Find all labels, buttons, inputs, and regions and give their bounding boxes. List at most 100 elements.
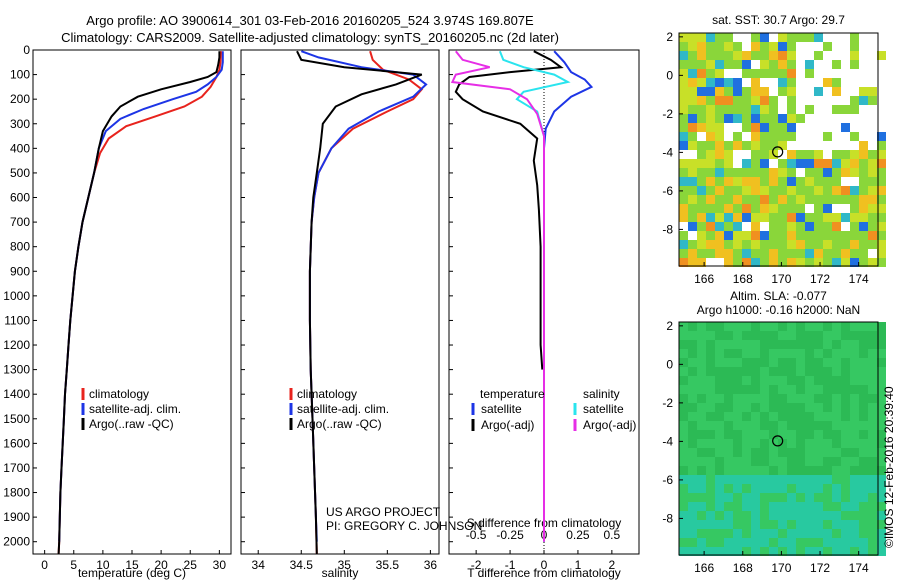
- map-cell: [760, 105, 769, 114]
- map-cell: [733, 529, 742, 538]
- map-cell: [715, 385, 724, 394]
- map-cell: [742, 159, 751, 168]
- map-cell: [715, 511, 724, 520]
- map-cell: [724, 33, 733, 42]
- map-cell: [805, 520, 814, 529]
- map-cell: [796, 186, 805, 195]
- map-cell: [814, 177, 823, 186]
- map-cell: [706, 430, 715, 439]
- map-cell: [724, 376, 733, 385]
- x-axis-label: T difference from climatology: [467, 566, 621, 580]
- map-cell: [787, 385, 796, 394]
- map-cell: [679, 78, 688, 87]
- map-cell: [715, 87, 724, 96]
- map-cell: [751, 222, 760, 231]
- map-cell: [832, 159, 841, 168]
- map-cell: [769, 466, 778, 475]
- map-cell: [877, 213, 886, 222]
- map-cell: [796, 502, 805, 511]
- map-cell: [769, 448, 778, 457]
- map-cell: [733, 249, 742, 258]
- map-cell: [679, 96, 688, 105]
- map-cell: [697, 493, 706, 502]
- y-tick-label: -2: [662, 107, 673, 121]
- map-cell: [742, 349, 751, 358]
- map-cell: [832, 367, 841, 376]
- map-cell: [868, 493, 877, 502]
- map-cell: [760, 421, 769, 430]
- map-cell: [814, 258, 823, 267]
- map-cell: [805, 385, 814, 394]
- legend-label: climatology: [89, 387, 149, 401]
- map-cell: [724, 240, 733, 249]
- map-cell: [832, 105, 841, 114]
- map-cell: [814, 466, 823, 475]
- map-cell: [850, 96, 859, 105]
- map-cell: [805, 529, 814, 538]
- map-cell: [760, 42, 769, 51]
- map-cell: [850, 358, 859, 367]
- argo-position-marker: [772, 146, 784, 158]
- map-cell: [715, 466, 724, 475]
- map-cell: [706, 42, 715, 51]
- map-cell: [814, 394, 823, 403]
- map-cell: [715, 484, 724, 493]
- map-cell: [688, 403, 697, 412]
- map-cell: [706, 132, 715, 141]
- map-cell: [751, 132, 760, 141]
- map-cell: [850, 159, 859, 168]
- map-cell: [850, 529, 859, 538]
- map-cell: [742, 421, 751, 430]
- map-cell: [787, 538, 796, 547]
- map-cell: [787, 69, 796, 78]
- map-cell: [823, 367, 832, 376]
- map-cell: [751, 403, 760, 412]
- map-cell: [679, 376, 688, 385]
- map-cell: [715, 520, 724, 529]
- legend-label: satellite: [583, 402, 624, 416]
- map-cell: [841, 231, 850, 240]
- map-cell: [832, 258, 841, 267]
- map-cell: [859, 168, 868, 177]
- map-cell: [742, 186, 751, 195]
- map-cell: [733, 367, 742, 376]
- map-cell: [760, 340, 769, 349]
- map-cell: [850, 520, 859, 529]
- map-cell: [688, 204, 697, 213]
- map-cell: [724, 78, 733, 87]
- map-cell: [742, 322, 751, 331]
- map-cell: [715, 376, 724, 385]
- y-tick-label: 0: [23, 43, 30, 57]
- x-tick-label: 0: [541, 558, 548, 572]
- map-cell: [724, 322, 733, 331]
- map-cell: [868, 430, 877, 439]
- map-cell: [841, 376, 850, 385]
- map-cell: [697, 33, 706, 42]
- map-cell: [724, 105, 733, 114]
- map-cell: [859, 358, 868, 367]
- map-cell: [841, 340, 850, 349]
- map-cell: [760, 457, 769, 466]
- map-cell: [823, 204, 832, 213]
- map-title: sat. SST: 30.7 Argo: 29.7: [712, 13, 845, 27]
- map-cell: [733, 457, 742, 466]
- map-cell: [787, 394, 796, 403]
- map-cell: [841, 367, 850, 376]
- map-cell: [742, 385, 751, 394]
- map-cell: [850, 430, 859, 439]
- map-cell: [751, 367, 760, 376]
- map-cell: [850, 60, 859, 69]
- map-cell: [823, 258, 832, 267]
- map-cell: [742, 213, 751, 222]
- map-cell: [688, 322, 697, 331]
- map-cell: [805, 394, 814, 403]
- map-cell: [787, 529, 796, 538]
- map-cell: [688, 51, 697, 60]
- map-cell: [751, 520, 760, 529]
- map-cell: [877, 249, 886, 258]
- map-cell: [787, 358, 796, 367]
- map-cell: [760, 466, 769, 475]
- map-cell: [787, 114, 796, 123]
- x-tick-label: 174: [849, 272, 869, 286]
- map-cell: [751, 186, 760, 195]
